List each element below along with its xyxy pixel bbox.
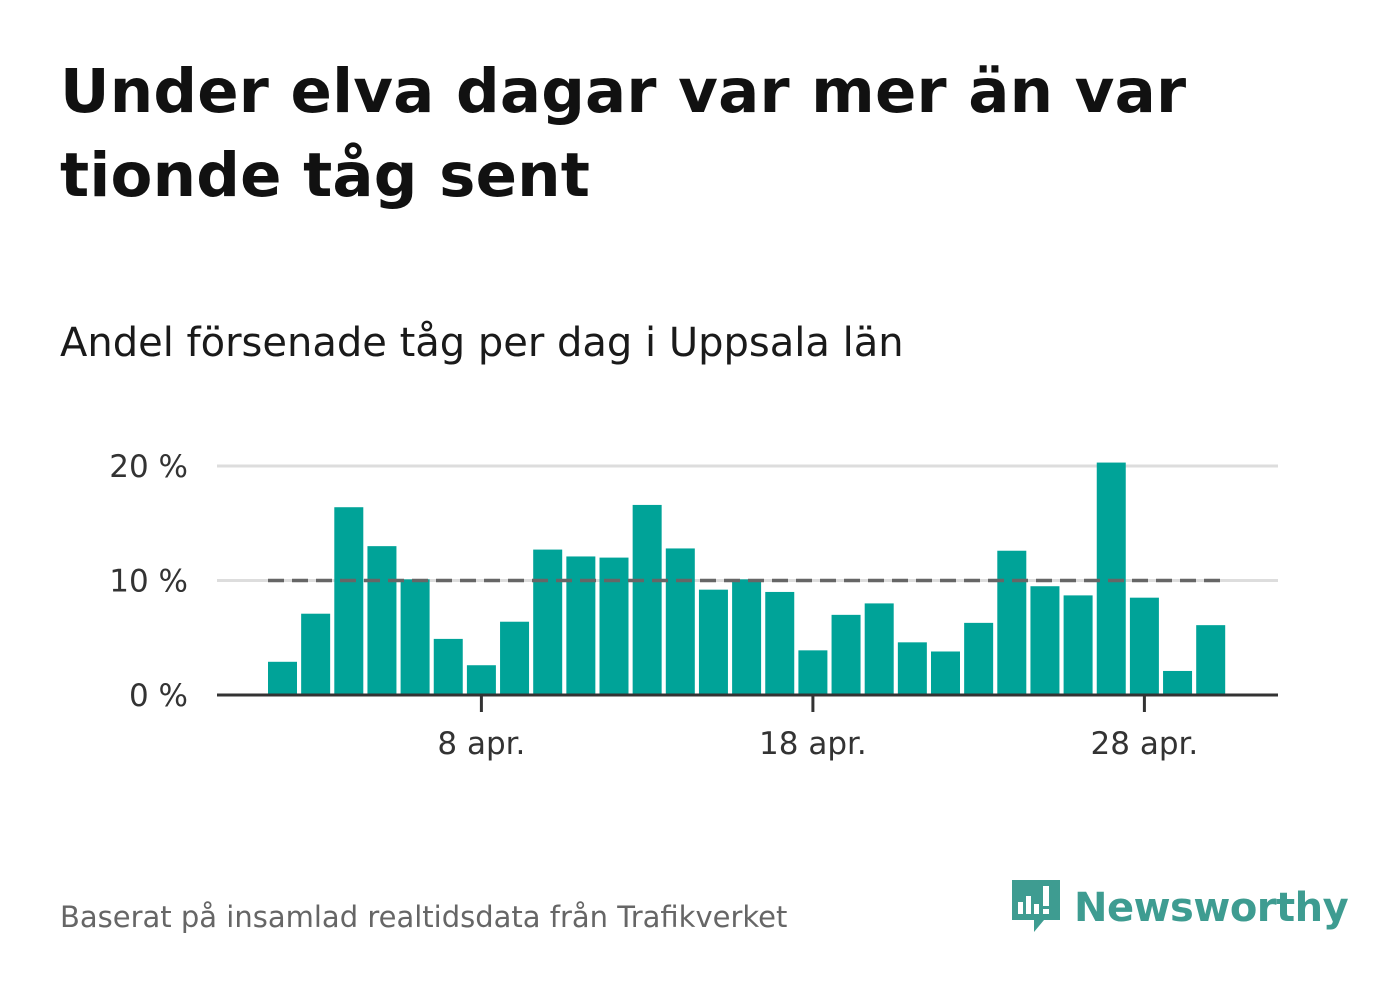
- source-note: Baserat på insamlad realtidsdata från Tr…: [60, 900, 788, 934]
- bar: [400, 579, 430, 695]
- bar: [566, 556, 596, 695]
- chart-subtitle: Andel försenade tåg per dag i Uppsala lä…: [60, 320, 904, 366]
- y-tick-label: 0 %: [129, 678, 188, 714]
- bar: [533, 549, 563, 695]
- x-tick-label: 8 apr.: [437, 726, 525, 762]
- bar: [864, 603, 894, 695]
- bar: [665, 548, 695, 695]
- newsworthy-logo-icon: [1010, 876, 1062, 940]
- bar: [301, 613, 331, 695]
- y-tick-label: 20 %: [109, 449, 188, 485]
- bar: [997, 550, 1027, 695]
- x-tick-label: 18 apr.: [759, 726, 867, 762]
- bar: [964, 622, 994, 695]
- y-axis-ticks: 0 % 10 % 20 %: [109, 449, 188, 714]
- bar: [466, 665, 496, 695]
- x-axis-ticks: 8 apr. 18 apr. 28 apr.: [437, 695, 1198, 762]
- x-tick-label: 28 apr.: [1091, 726, 1199, 762]
- bar: [1063, 595, 1093, 695]
- bar: [831, 614, 861, 695]
- bar: [732, 579, 762, 695]
- brand-logo: Newsworthy: [1010, 876, 1349, 940]
- bar: [1163, 670, 1193, 695]
- bar: [433, 638, 463, 695]
- bar: [367, 546, 397, 695]
- brand-name: Newsworthy: [1074, 885, 1349, 931]
- bar: [765, 591, 795, 695]
- bar: [931, 651, 960, 695]
- bar: [599, 557, 629, 695]
- bar: [268, 661, 297, 695]
- bar: [698, 589, 728, 695]
- bar: [798, 650, 828, 695]
- chart-title: Under elva dagar var mer än var tionde t…: [60, 56, 1187, 211]
- bar: [334, 507, 364, 695]
- bar: [1030, 586, 1060, 695]
- y-tick-label: 10 %: [109, 564, 188, 600]
- bar-series: [268, 462, 1226, 695]
- bar: [500, 621, 530, 695]
- bar: [897, 642, 927, 695]
- bar: [632, 504, 662, 695]
- bar: [1196, 625, 1226, 695]
- bar: [1129, 597, 1159, 695]
